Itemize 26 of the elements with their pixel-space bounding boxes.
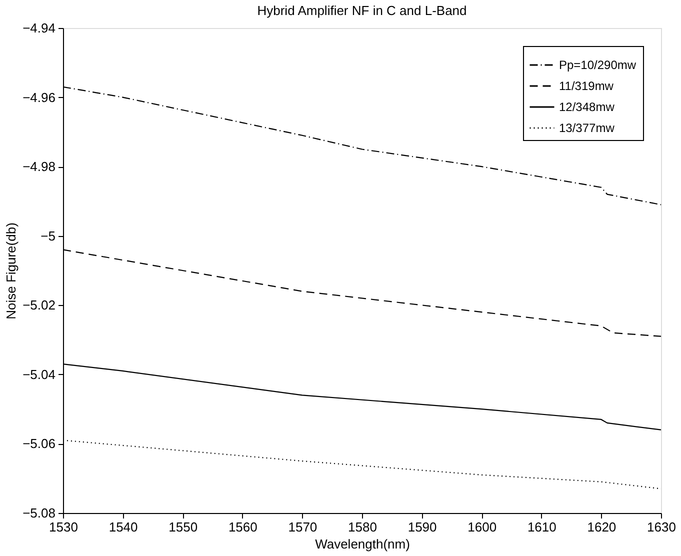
y-tick-label: −5.02 (22, 298, 56, 313)
x-tick-label: 1550 (168, 520, 198, 534)
y-tick-label: −5 (40, 228, 56, 244)
x-tick-label: 1610 (527, 520, 556, 534)
legend-label: 11/319mw (559, 79, 614, 93)
y-axis-title: Noise Figure(db) (4, 222, 19, 320)
x-tick-label: 1630 (647, 520, 676, 534)
y-tick-label: −4.94 (22, 20, 56, 36)
y-tick-label: −4.98 (22, 159, 56, 174)
x-axis-title: Wavelength(nm) (315, 536, 410, 552)
y-tick-label: −5.04 (22, 366, 56, 382)
x-tick-label: 1540 (108, 520, 138, 534)
x-tick-label: 1600 (468, 520, 497, 534)
x-tick-label: 1590 (408, 520, 437, 534)
y-tick-label: −5.06 (22, 436, 56, 452)
x-tick-label: 1620 (587, 520, 616, 534)
legend-label: Pp=10/290mw (559, 58, 636, 72)
x-tick-label: 1580 (348, 520, 377, 534)
y-tick-label: −5.08 (22, 506, 56, 520)
x-tick-label: 1560 (228, 520, 258, 534)
legend-label: 13/377mw (559, 121, 615, 135)
x-tick-label: 1530 (49, 520, 78, 534)
y-tick-label: −4.96 (22, 90, 56, 105)
chart-title: Hybrid Amplifier NF in C and L-Band (257, 3, 467, 18)
x-tick-label: 1570 (288, 520, 318, 534)
legend-label: 12/348mw (559, 100, 615, 114)
